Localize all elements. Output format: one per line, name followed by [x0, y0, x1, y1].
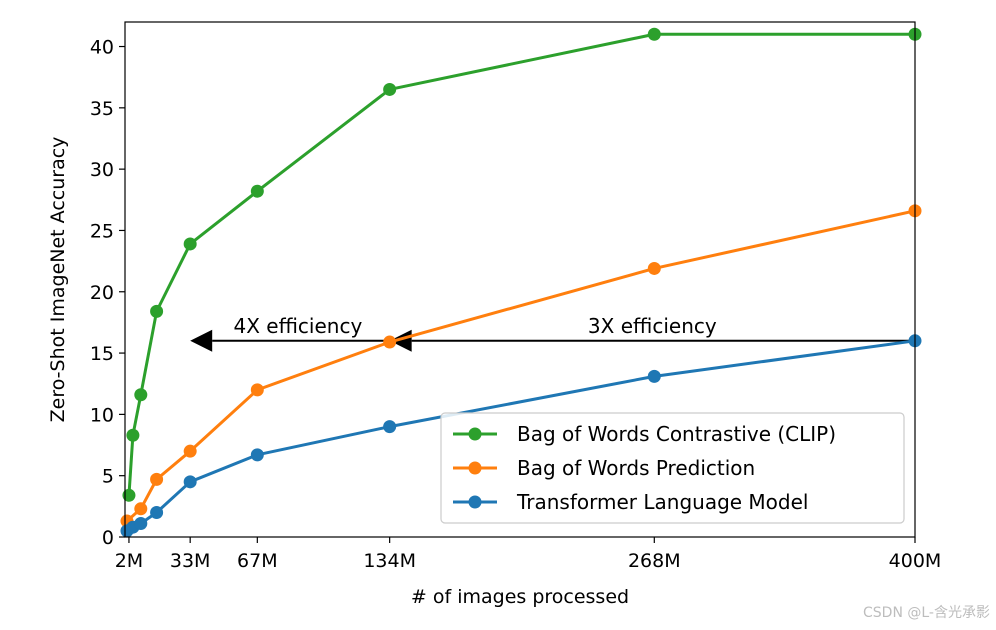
data-point	[383, 82, 397, 96]
data-point	[134, 517, 148, 531]
y-tick-label: 35	[90, 98, 114, 120]
data-point	[647, 369, 661, 383]
x-tick-label: 400M	[889, 550, 942, 572]
legend: Bag of Words Contrastive (CLIP) Bag of Wo…	[440, 412, 905, 524]
legend-label: Bag of Words Prediction	[517, 456, 755, 480]
legend-label: Bag of Words Contrastive (CLIP)	[517, 422, 836, 446]
x-tick-label: 268M	[628, 550, 681, 572]
y-tick-label: 5	[102, 466, 114, 488]
annotation-label: 3X efficiency	[588, 314, 717, 338]
data-point	[150, 505, 164, 519]
data-point	[134, 502, 148, 516]
legend-swatch-marker	[468, 461, 482, 475]
annotation-arrow-head	[389, 329, 412, 352]
watermark: CSDN @L-含光承影	[863, 605, 990, 621]
y-tick-label: 40	[90, 37, 114, 59]
annotation-layer: 4X efficiency 3X efficiency	[190, 314, 915, 352]
series-layer	[120, 27, 922, 538]
annotation-arrow-head	[190, 329, 213, 352]
legend-label: Transformer Language Model	[516, 490, 808, 514]
y-tick-label: 25	[90, 220, 114, 242]
data-point	[183, 475, 197, 489]
axes: 2M 33M 67M 134M 268M 400M 0 5 10 15 20 25 30 35 40	[90, 21, 942, 572]
x-tick-label: 2M	[115, 550, 143, 572]
data-point	[183, 237, 197, 251]
data-point	[647, 261, 661, 275]
y-tick-label: 15	[90, 343, 114, 365]
y-axis-label: Zero-Shot ImageNet Accuracy	[47, 137, 69, 423]
y-tick-label: 10	[90, 404, 114, 426]
y-tick-label: 0	[102, 527, 114, 549]
legend-swatch-marker	[468, 495, 482, 509]
data-point	[183, 444, 197, 458]
x-tick-label: 67M	[237, 550, 278, 572]
data-point	[250, 383, 264, 397]
data-point	[647, 27, 661, 41]
x-tick-label: 33M	[170, 550, 211, 572]
x-axis-label: # of images processed	[411, 586, 629, 608]
data-point	[383, 335, 397, 349]
data-point	[126, 428, 140, 442]
plot-frame	[124, 21, 916, 538]
data-point	[150, 304, 164, 318]
y-tick-label: 30	[90, 159, 114, 181]
x-tick-label: 134M	[363, 550, 416, 572]
data-point	[150, 472, 164, 486]
legend-box	[440, 412, 905, 524]
data-point	[250, 448, 264, 462]
y-tick-label: 20	[90, 282, 114, 304]
annotation-label: 4X efficiency	[234, 314, 363, 338]
data-point	[250, 184, 264, 198]
legend-swatch-marker	[468, 427, 482, 441]
data-point	[134, 388, 148, 402]
data-point	[383, 420, 397, 434]
data-point	[122, 488, 136, 502]
